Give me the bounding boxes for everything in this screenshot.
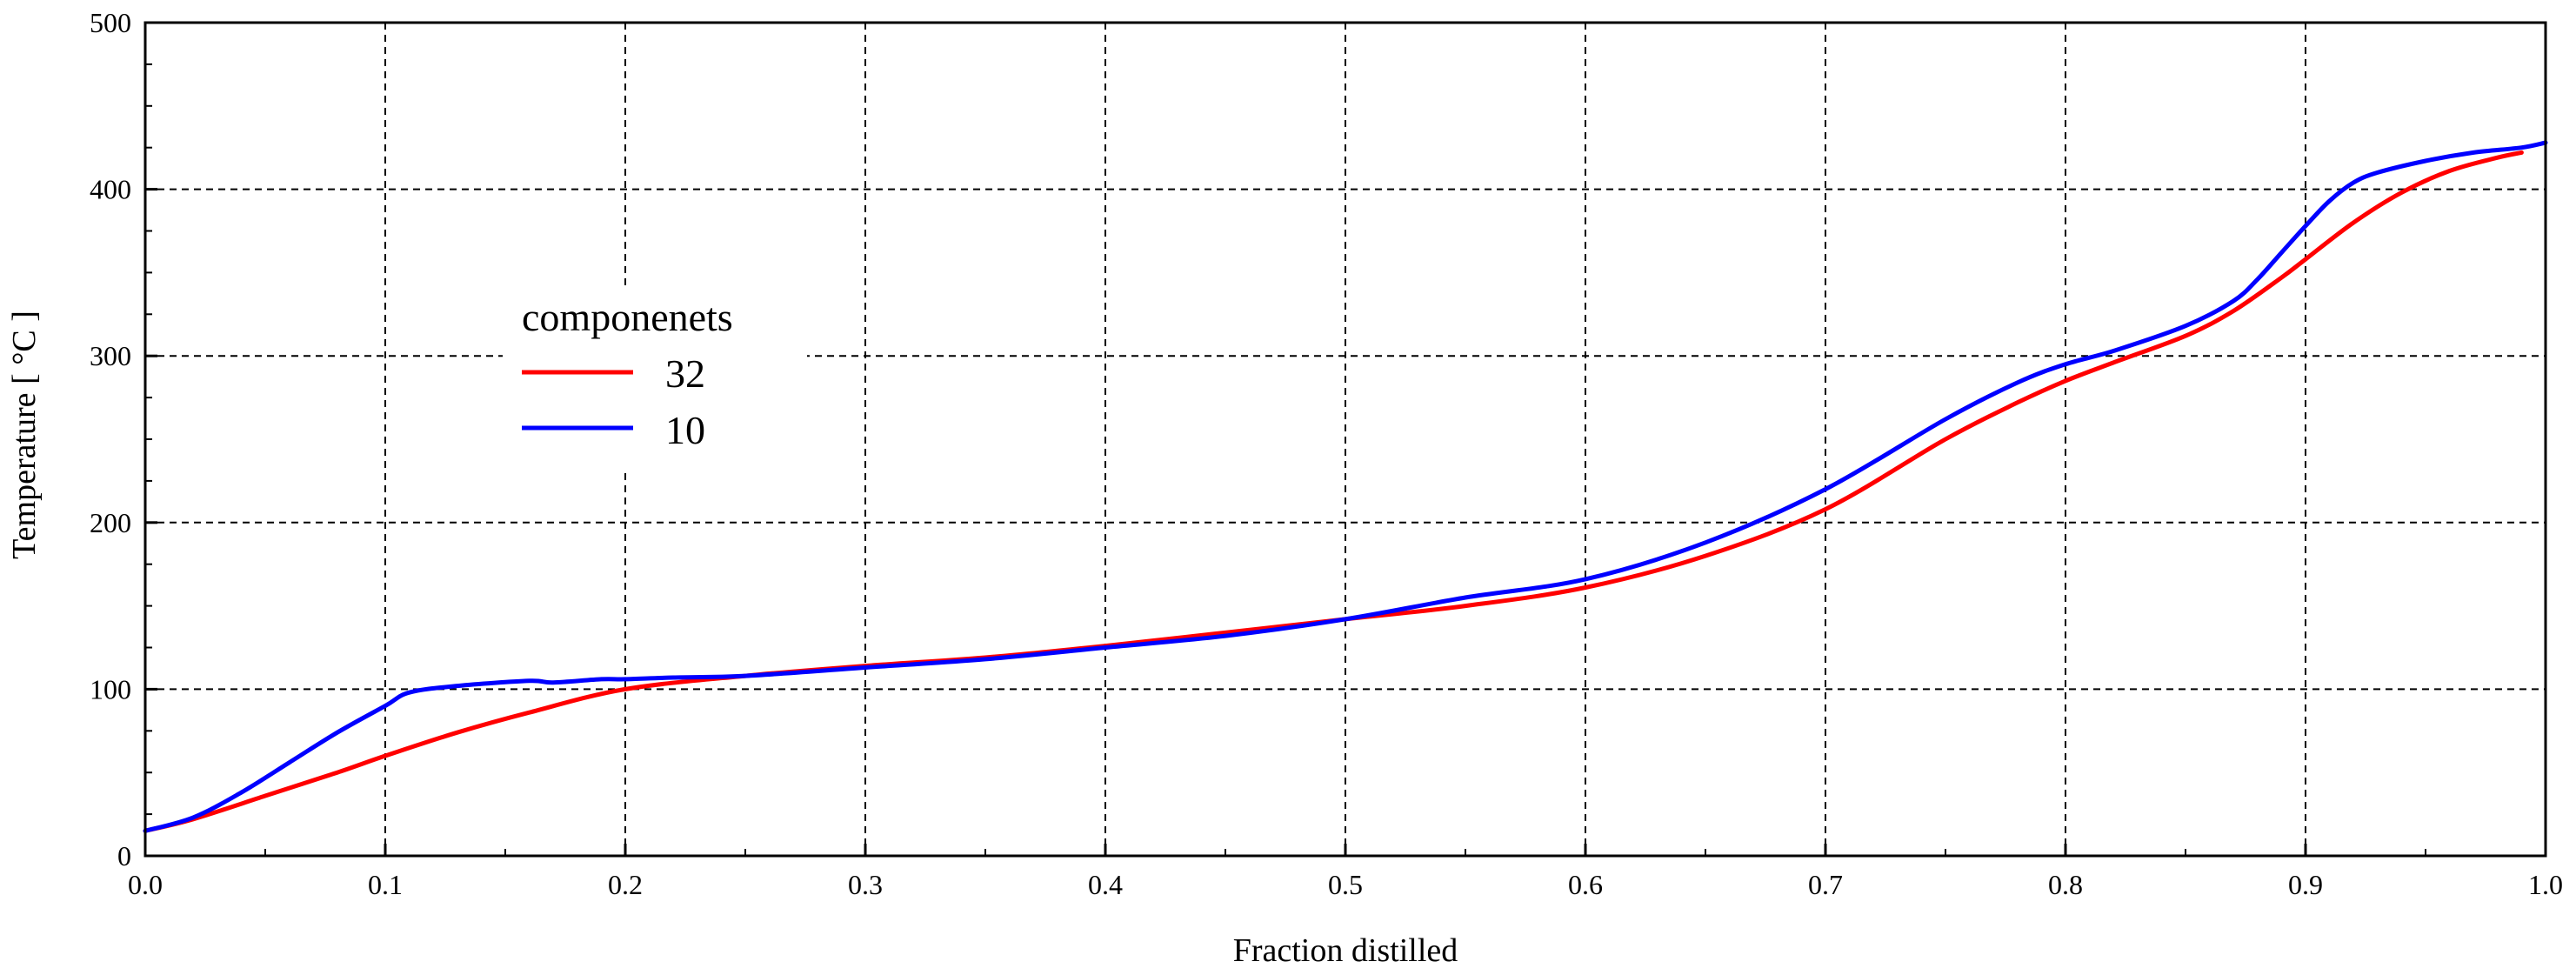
series-line-32 <box>143 150 2524 833</box>
x-tick-label: 0.9 <box>2288 869 2323 900</box>
legend-label-32: 32 <box>665 351 705 396</box>
tick-labels: 0.0 0.1 0.2 0.3 0.4 0.5 0.6 0.7 0.8 0.9 1.0 0 100 200… <box>90 7 2563 900</box>
x-tick-label: 0.7 <box>1808 869 1843 900</box>
x-tick-label: 0.8 <box>2048 869 2083 900</box>
y-tick-label: 100 <box>90 673 131 705</box>
x-tick-label: 0.3 <box>848 869 883 900</box>
x-tick-label: 0.5 <box>1328 869 1363 900</box>
axis-ticks <box>143 21 2547 858</box>
x-tick-label: 0.2 <box>608 869 643 900</box>
grid <box>145 23 2546 856</box>
x-tick-label: 0.4 <box>1088 869 1123 900</box>
y-tick-label: 0 <box>117 840 131 871</box>
y-tick-label: 200 <box>90 507 131 538</box>
legend: componenets 32 10 <box>503 287 807 470</box>
legend-background <box>503 287 807 470</box>
x-axis-title: Fraction distilled <box>1233 932 1458 969</box>
x-tick-label: 1.0 <box>2528 869 2563 900</box>
series-line-10 <box>143 140 2548 833</box>
y-tick-label: 500 <box>90 7 131 38</box>
x-tick-label: 0.6 <box>1568 869 1603 900</box>
series-layer <box>143 140 2548 833</box>
x-tick-label: 0.0 <box>128 869 163 900</box>
y-axis-title: Temperature [ °C ] <box>6 311 43 559</box>
y-tick-label: 300 <box>90 340 131 371</box>
y-tick-label: 400 <box>90 174 131 205</box>
legend-title: componenets <box>522 295 733 339</box>
x-tick-label: 0.1 <box>368 869 403 900</box>
legend-label-10: 10 <box>665 408 705 452</box>
